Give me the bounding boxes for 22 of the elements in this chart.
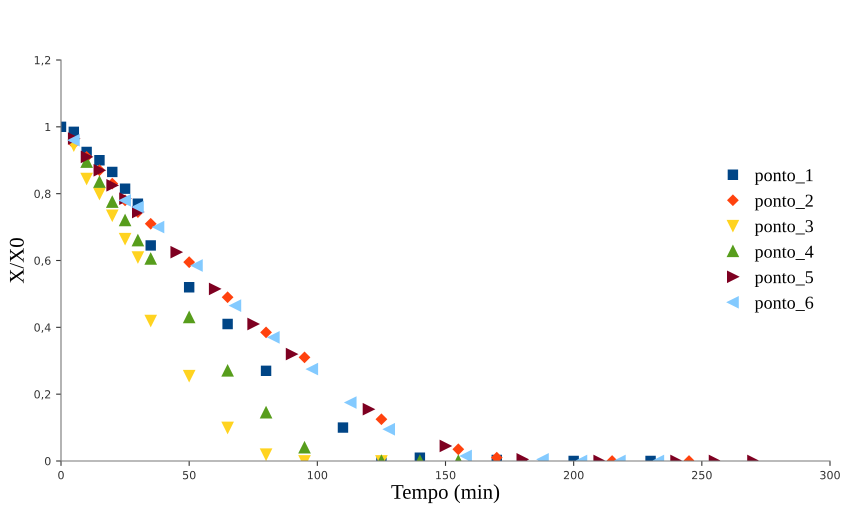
y-tick-label: 1 [45, 122, 50, 132]
y-tick-label: 0,6 [34, 256, 51, 266]
x-tick-label: 200 [564, 470, 584, 480]
x-tick-label: 250 [692, 470, 712, 480]
x-tick-label: 100 [308, 470, 328, 480]
x-tick-label: 50 [182, 470, 196, 480]
x-axis-title: Tempo (min) [391, 484, 500, 504]
legend-label: ponto_6 [754, 296, 814, 312]
y-tick-label: 0,2 [34, 390, 50, 400]
y-tick-label: 0,4 [34, 323, 51, 333]
y-tick-label: 1,2 [34, 56, 50, 66]
legend-label: ponto_5 [754, 271, 814, 287]
y-axis-title: X/X0 [10, 238, 24, 284]
legend-label: ponto_4 [754, 246, 814, 262]
x-tick-label: 300 [820, 470, 840, 480]
x-tick-label: 0 [58, 470, 64, 480]
x-tick-label: 150 [436, 470, 456, 480]
legend-label: ponto_1 [754, 169, 813, 185]
y-tick-label: 0,8 [34, 190, 51, 200]
legend-label: ponto_3 [754, 220, 814, 236]
y-tick-label: 0 [44, 456, 51, 466]
legend-label: ponto_2 [754, 194, 813, 210]
